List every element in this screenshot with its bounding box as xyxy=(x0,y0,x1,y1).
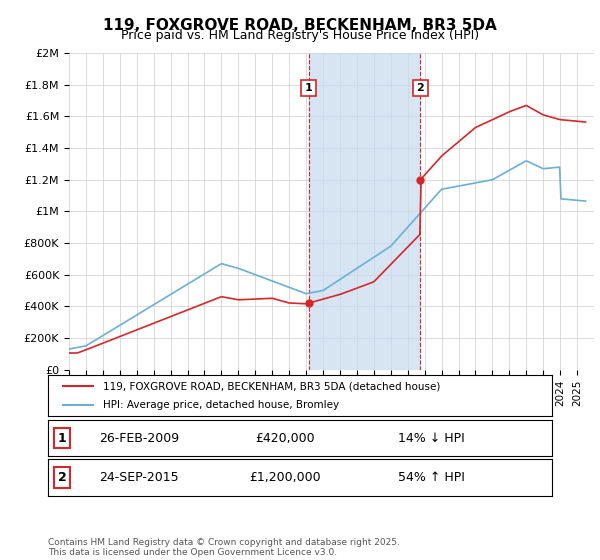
Bar xyxy=(308,53,421,370)
Text: 24-SEP-2015: 24-SEP-2015 xyxy=(99,471,179,484)
Text: 14% ↓ HPI: 14% ↓ HPI xyxy=(398,432,464,445)
Text: 26-FEB-2009: 26-FEB-2009 xyxy=(98,432,179,445)
Text: 54% ↑ HPI: 54% ↑ HPI xyxy=(398,471,464,484)
Text: 119, FOXGROVE ROAD, BECKENHAM, BR3 5DA (detached house): 119, FOXGROVE ROAD, BECKENHAM, BR3 5DA (… xyxy=(103,381,441,391)
Text: 119, FOXGROVE ROAD, BECKENHAM, BR3 5DA: 119, FOXGROVE ROAD, BECKENHAM, BR3 5DA xyxy=(103,18,497,33)
Text: 2: 2 xyxy=(416,83,424,93)
Text: 1: 1 xyxy=(305,83,313,93)
Text: £420,000: £420,000 xyxy=(255,432,314,445)
Text: £1,200,000: £1,200,000 xyxy=(249,471,320,484)
Text: 1: 1 xyxy=(58,432,67,445)
Text: Contains HM Land Registry data © Crown copyright and database right 2025.
This d: Contains HM Land Registry data © Crown c… xyxy=(48,538,400,557)
Text: 2: 2 xyxy=(58,471,67,484)
Text: HPI: Average price, detached house, Bromley: HPI: Average price, detached house, Brom… xyxy=(103,400,340,409)
Text: Price paid vs. HM Land Registry's House Price Index (HPI): Price paid vs. HM Land Registry's House … xyxy=(121,29,479,42)
